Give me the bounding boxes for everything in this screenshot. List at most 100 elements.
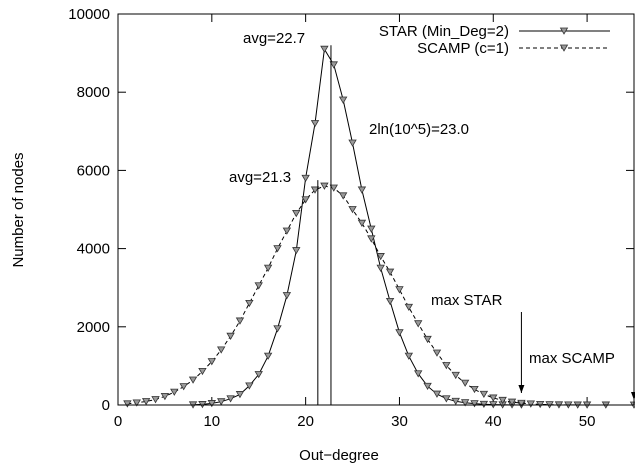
plot-frame (117, 13, 635, 406)
x-axis-label: Out−degree (299, 447, 379, 464)
data-point-star (338, 96, 348, 104)
y-tick-labels: 0 2000 4000 6000 8000 10000 (68, 6, 110, 414)
data-point-star (367, 225, 376, 233)
data-point-scamp (254, 282, 263, 290)
arrowhead-max-star (518, 385, 525, 393)
data-point-scamp (188, 376, 198, 384)
x-tick-label: 0 (114, 413, 122, 430)
annotation-avg-scamp: avg=21.3 (229, 169, 291, 186)
data-point-scamp (310, 186, 320, 194)
data-point-scamp (338, 192, 348, 200)
data-point-scamp (170, 388, 179, 396)
data-point-star (235, 391, 245, 399)
x-tick-label: 50 (579, 413, 596, 430)
data-point-star (310, 120, 320, 128)
data-point-scamp (376, 253, 385, 261)
data-point-scamp (151, 396, 160, 404)
data-point-star (226, 395, 235, 403)
data-point-star (329, 61, 338, 69)
legend: STAR (Min_Deg=2) SCAMP (c=1) (379, 23, 610, 57)
x-tick-labels: 0 10 20 30 40 50 (114, 413, 596, 430)
data-point-scamp (123, 400, 132, 408)
data-point-star (395, 329, 404, 337)
legend-label-star: STAR (Min_Deg=2) (379, 23, 509, 40)
y-tick-label: 10000 (68, 6, 110, 23)
data-point-scamp (179, 383, 188, 391)
annotation-max-scamp: max SCAMP (529, 350, 615, 367)
data-point-star (357, 186, 367, 194)
arrowhead-max-scamp (631, 392, 635, 400)
y-tick-label: 0 (102, 397, 110, 414)
x-tick-label: 10 (203, 413, 220, 430)
annotation-2ln: 2ln(10^5)=23.0 (369, 121, 469, 138)
data-point-star (254, 371, 263, 379)
data-point-star (432, 390, 442, 398)
x-tick-label: 30 (391, 413, 408, 430)
data-point-scamp (526, 400, 535, 408)
data-point-scamp (329, 184, 338, 192)
data-point-scamp (498, 396, 507, 405)
data-point-scamp (470, 385, 479, 394)
data-point-scamp (160, 392, 170, 401)
data-point-scamp (432, 349, 442, 357)
data-point-scamp (414, 320, 423, 328)
data-point-star (301, 174, 310, 183)
data-point-scamp (451, 371, 460, 380)
data-point-scamp (273, 245, 282, 253)
data-point-scamp (263, 264, 273, 272)
data-point-scamp (207, 358, 217, 366)
data-point-scamp (535, 400, 545, 409)
data-point-scamp (423, 335, 432, 344)
data-point-scamp (301, 196, 310, 204)
data-point-star (320, 45, 329, 53)
data-point-scamp (292, 210, 301, 218)
data-point-star (423, 382, 432, 391)
data-point-scamp (517, 399, 526, 408)
data-point-star (207, 400, 217, 408)
axis-ticks (117, 13, 634, 406)
data-point-scamp (141, 398, 151, 406)
data-point-scamp (320, 182, 329, 190)
data-point-star (348, 139, 357, 147)
series-line-scamp (127, 185, 634, 406)
y-tick-label: 6000 (77, 162, 110, 179)
data-point-scamp (507, 398, 517, 406)
data-point-scamp (245, 299, 254, 308)
data-point-scamp (367, 235, 376, 243)
data-point-scamp (357, 219, 367, 227)
y-tick-label: 4000 (77, 241, 110, 258)
data-point-scamp (479, 390, 489, 399)
data-point-scamp (348, 206, 357, 214)
data-point-star (479, 400, 489, 409)
data-point-star (460, 399, 470, 407)
data-point-star (245, 382, 254, 390)
data-point-scamp (282, 227, 292, 235)
average-markers (317, 45, 332, 405)
data-point-scamp (460, 379, 470, 387)
data-point-scamp (198, 367, 207, 376)
data-point-scamp (404, 303, 414, 312)
x-tick-label: 20 (297, 413, 314, 430)
data-point-star (282, 292, 292, 300)
annotation-arrows (518, 312, 635, 400)
data-point-star (470, 400, 479, 408)
data-point-scamp (395, 286, 404, 294)
data-point-scamp (489, 394, 498, 402)
series-line-star (193, 47, 522, 406)
data-point-scamp (217, 346, 226, 354)
data-point-star (263, 352, 273, 360)
data-point-scamp (226, 332, 235, 340)
annotation-max-star: max STAR (431, 292, 503, 309)
y-axis-label: Number of nodes (10, 152, 27, 267)
data-point-star (451, 397, 460, 406)
data-point-star (292, 247, 301, 255)
data-point-scamp (385, 268, 395, 276)
data-point-star (404, 352, 414, 360)
data-point-scamp (235, 317, 245, 325)
data-point-star (385, 297, 395, 306)
x-tick-label: 40 (485, 413, 502, 430)
annotation-avg-star: avg=22.7 (243, 30, 305, 47)
y-tick-label: 2000 (77, 319, 110, 336)
data-point-star (217, 398, 226, 406)
